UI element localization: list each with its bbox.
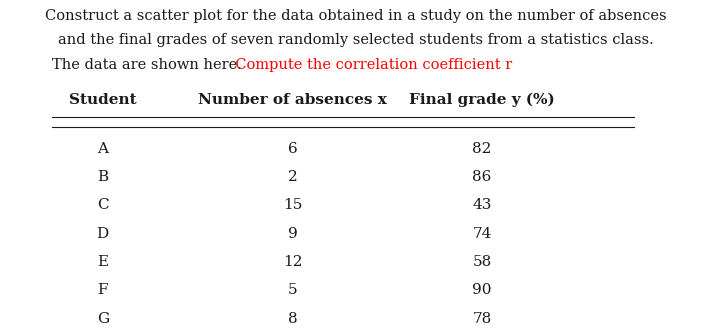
- Text: Final grade y (%): Final grade y (%): [409, 92, 555, 107]
- Text: Student: Student: [69, 92, 137, 107]
- Text: 78: 78: [472, 312, 492, 326]
- Text: Compute the correlation coefficient r: Compute the correlation coefficient r: [226, 58, 513, 72]
- Text: E: E: [97, 255, 108, 269]
- Text: 90: 90: [472, 284, 492, 297]
- Text: 86: 86: [472, 170, 492, 184]
- Text: 2: 2: [287, 170, 297, 184]
- Text: Number of absences x: Number of absences x: [198, 92, 387, 107]
- Text: The data are shown here.: The data are shown here.: [52, 58, 242, 72]
- Text: 6: 6: [287, 142, 297, 156]
- Text: 82: 82: [472, 142, 492, 156]
- Text: 12: 12: [282, 255, 302, 269]
- Text: D: D: [96, 227, 109, 241]
- Text: F: F: [98, 284, 108, 297]
- Text: 74: 74: [472, 227, 492, 241]
- Text: C: C: [97, 198, 108, 213]
- Text: 5: 5: [287, 284, 297, 297]
- Text: A: A: [97, 142, 108, 156]
- Text: G: G: [96, 312, 109, 326]
- Text: 15: 15: [282, 198, 302, 213]
- Text: B: B: [97, 170, 108, 184]
- Text: Construct a scatter plot for the data obtained in a study on the number of absen: Construct a scatter plot for the data ob…: [45, 9, 666, 23]
- Text: 9: 9: [287, 227, 297, 241]
- Text: 58: 58: [472, 255, 492, 269]
- Text: 8: 8: [287, 312, 297, 326]
- Text: and the final grades of seven randomly selected students from a statistics class: and the final grades of seven randomly s…: [58, 34, 653, 47]
- Text: 43: 43: [472, 198, 492, 213]
